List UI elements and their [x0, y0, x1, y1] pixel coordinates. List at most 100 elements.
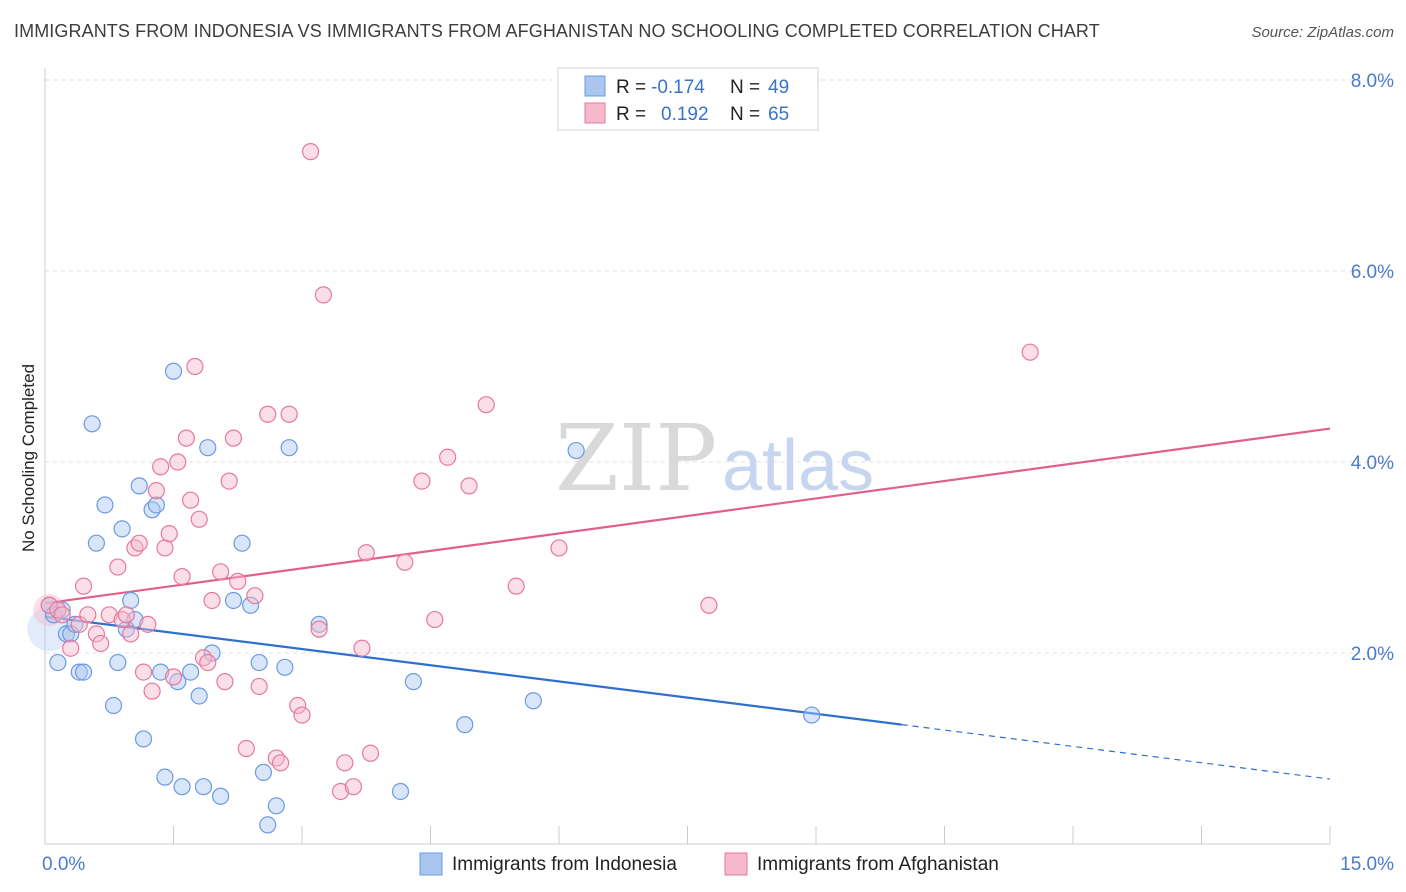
watermark: ZIP atlas [555, 405, 874, 512]
y-tick-labels: 2.0% 4.0% 6.0% 8.0% [1351, 71, 1394, 665]
point-indonesia-14 [113, 520, 131, 538]
point-afghanistan-37 [229, 572, 247, 590]
point-indonesia-22 [152, 663, 170, 681]
point-indonesia-44 [391, 782, 410, 801]
point-afghanistan-55 [361, 744, 380, 762]
point-indonesia-13 [109, 653, 127, 672]
bottom-legend-label-indonesia: Immigrants from Indonesia [452, 854, 677, 875]
legend-n-label-1: N = [730, 77, 760, 98]
point-afghanistan-33 [212, 563, 230, 581]
point-indonesia-46 [524, 692, 542, 710]
legend-r-value-2: 0.192 [661, 104, 709, 125]
legend-n-value-1: 49 [768, 77, 789, 98]
legend-swatch-afghanistan [584, 102, 606, 124]
point-indonesia-7 [70, 663, 88, 681]
point-indonesia-21 [147, 496, 165, 514]
point-indonesia-2 [49, 653, 67, 672]
point-afghanistan-56 [396, 553, 414, 571]
legend-r-label-2: R = [616, 104, 646, 125]
point-indonesia-5 [62, 625, 80, 643]
trend-line-indonesia-extrapolated [901, 724, 1331, 780]
legend-n-value-2: 65 [768, 104, 789, 125]
point-indonesia-27 [182, 663, 200, 681]
legend-r-label-1: R = [616, 77, 646, 98]
point-indonesia-12 [104, 696, 123, 715]
point-indonesia-45 [456, 716, 474, 734]
point-indonesia-31 [203, 644, 221, 662]
point-indonesia-23 [156, 768, 174, 786]
point-afghanistan-48 [310, 620, 328, 638]
point-afghanistan-61 [477, 396, 495, 414]
point-afghanistan-10 [109, 558, 127, 576]
point-afghanistan-19 [147, 482, 165, 500]
point-indonesia-47 [567, 441, 585, 460]
point-afghanistan-17 [139, 615, 157, 633]
point-indonesia-8 [74, 663, 93, 681]
point-afghanistan-45 [289, 696, 307, 715]
y-tick-label-2: 6.0% [1351, 262, 1394, 283]
point-indonesia-9 [83, 415, 101, 433]
chart-title: IMMIGRANTS FROM INDONESIA VS IMMIGRANTS … [14, 21, 1100, 41]
point-afghanistan-49 [314, 286, 333, 304]
point-afghanistan-31 [199, 653, 217, 672]
point-indonesia-19 [134, 730, 153, 748]
point-indonesia-30 [199, 439, 217, 457]
point-afghanistan-15 [130, 534, 148, 552]
point-afghanistan-18 [143, 682, 161, 700]
data-points [27, 143, 1039, 834]
point-indonesia-37 [254, 763, 273, 781]
point-indonesia-18 [130, 477, 148, 495]
point-indonesia-48 [803, 706, 821, 724]
point-afghanistan-5 [74, 577, 93, 595]
y-tick-label-1: 4.0% [1351, 453, 1394, 474]
point-afghanistan-21 [156, 539, 174, 557]
watermark-atlas: atlas [722, 426, 874, 506]
point-afghanistan-54 [357, 544, 375, 562]
point-indonesia-34 [233, 534, 251, 552]
legend-n-label-2: N = [730, 104, 760, 125]
point-afghanistan-64 [700, 596, 718, 614]
point-indonesia-43 [404, 673, 422, 691]
point-afghanistan-34 [216, 673, 234, 691]
point-afghanistan-52 [344, 778, 362, 796]
point-afghanistan-0 [40, 596, 58, 614]
point-afghanistan-46 [293, 706, 311, 724]
legend-swatch-indonesia [584, 75, 606, 97]
point-afghanistan-4 [70, 615, 88, 633]
point-indonesia-39 [267, 797, 285, 815]
point-afghanistan-38 [237, 739, 255, 758]
point-indonesia-24 [164, 362, 183, 380]
point-indonesia-40 [276, 658, 294, 676]
chart-source: Source: ZipAtlas.com [1251, 24, 1394, 41]
x-tick-labels: 0.0% 15.0% [42, 854, 1394, 875]
point-indonesia-28 [190, 687, 208, 705]
x-tick-label-1: 15.0% [1340, 854, 1394, 875]
trend-line-afghanistan [44, 427, 1331, 605]
point-afghanistan-24 [169, 453, 187, 471]
point-afghanistan-53 [353, 639, 371, 657]
point-afghanistan-16 [134, 663, 153, 681]
correlation-legend: R = -0.174 N = 49 R = 0.192 N = 65 [557, 67, 819, 131]
point-afghanistan-7 [87, 625, 106, 643]
gridlines [45, 79, 1390, 654]
point-afghanistan-32 [203, 591, 221, 610]
y-tick-label-3: 8.0% [1351, 71, 1394, 92]
legend-r-value-1: -0.174 [651, 77, 705, 98]
point-afghanistan-22 [160, 525, 178, 543]
point-afghanistan-60 [460, 477, 478, 495]
point-afghanistan-20 [152, 458, 170, 476]
point-afghanistan-36 [224, 429, 243, 447]
point-afghanistan-39 [246, 587, 264, 605]
point-indonesia-33 [224, 591, 243, 610]
point-indonesia-3 [53, 601, 71, 619]
point-afghanistan-35 [220, 472, 238, 490]
point-afghanistan-51 [336, 754, 354, 772]
point-afghanistan-23 [164, 668, 183, 686]
watermark-zip: ZIP [555, 405, 717, 512]
point-indonesia-35 [242, 596, 260, 614]
point-indonesia-32 [212, 787, 230, 805]
bottom-legend-swatch-indonesia [419, 852, 443, 876]
point-indonesia-16 [122, 591, 140, 610]
point-afghanistan-43 [271, 754, 290, 772]
